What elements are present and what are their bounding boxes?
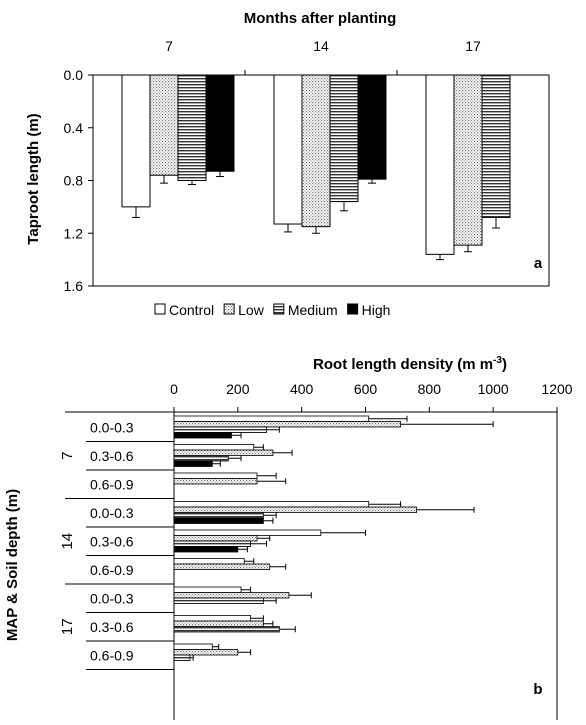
chart-b-ylabel: MAP & Soil depth (m) <box>4 489 21 641</box>
chart-a-bar <box>453 74 483 246</box>
chart-b-xtick-label: 1000 <box>478 381 509 397</box>
panel-a: Months after planting Taproot length (m)… <box>25 10 550 318</box>
chart-b-bar <box>173 540 251 547</box>
legend-label: Control <box>169 302 214 318</box>
chart-b-bar <box>173 478 258 485</box>
chart-b-group-label: 14 <box>59 533 76 550</box>
chart-a-panel-label: a <box>534 255 543 272</box>
chart-b-depth-label: 0.0-0.3 <box>90 505 134 521</box>
chart-b-bar <box>173 563 271 570</box>
chart-b-bar <box>173 546 239 553</box>
chart-a-bar <box>273 74 303 225</box>
chart-b-xtick-label: 200 <box>226 381 250 397</box>
chart-a-bar <box>425 74 455 255</box>
chart-a-ytick-label: 0.8 <box>64 173 84 189</box>
chart-b-bar <box>173 455 229 462</box>
chart-b-title: Root length density (m m-3) <box>313 355 507 373</box>
legend-swatch <box>223 303 235 315</box>
chart-a-ytick-label: 0.0 <box>64 67 84 83</box>
panel-b: Root length density (m m-3) MAP & Soil d… <box>4 355 573 720</box>
chart-b-bar <box>173 517 264 524</box>
chart-a-axes: 0.0 0.4 0.8 1.2 1.6 7 14 17 <box>64 38 481 294</box>
chart-b-bars <box>173 415 494 661</box>
chart-a-bars <box>121 74 511 261</box>
chart-b-bar <box>173 529 322 536</box>
legend-swatch <box>273 303 285 315</box>
chart-a-ylabel: Taproot length (m) <box>25 113 42 244</box>
chart-a-bar <box>481 74 511 218</box>
chart-b-bar <box>173 643 213 650</box>
chart-b-depth-label: 0.6-0.9 <box>90 562 134 578</box>
legend-swatch <box>154 303 166 315</box>
chart-b-bar <box>173 501 370 508</box>
chart-b-bar <box>173 535 258 542</box>
chart-a-bar <box>121 74 151 208</box>
chart-b-bar <box>173 472 258 479</box>
chart-b-axes: 0 200 400 600 800 1000 1200 7 0.0-0.3 0.3-0.6 0.6-… <box>59 381 573 720</box>
legend-swatch <box>347 303 359 315</box>
chart-b-bar <box>173 460 213 467</box>
chart-a-bar <box>301 74 331 228</box>
chart-a-legend: Control Low Medium High <box>154 302 391 318</box>
chart-b-bar <box>173 626 280 633</box>
chart-a-bar <box>149 74 179 176</box>
chart-b-bar <box>173 415 370 422</box>
chart-a-bar <box>205 74 235 172</box>
chart-b-bar <box>173 592 290 599</box>
chart-b-bar <box>173 597 264 604</box>
legend-label: High <box>362 302 391 318</box>
chart-b-group-label: 17 <box>59 618 76 635</box>
chart-a-ytick-label: 1.6 <box>64 278 84 294</box>
chart-b-panel-label: b <box>533 681 542 698</box>
chart-b-xtick-label: 0 <box>170 381 178 397</box>
chart-a-bar <box>357 74 387 180</box>
chart-b-bar <box>173 444 255 451</box>
chart-a-category-label: 7 <box>165 38 173 54</box>
chart-a-category-label: 17 <box>465 38 481 54</box>
chart-b-bar <box>173 449 274 456</box>
chart-b-group-label: 7 <box>59 452 76 460</box>
chart-b-bar <box>173 620 264 627</box>
chart-b-bar <box>173 432 232 439</box>
chart-b-depth-label: 0.3-0.6 <box>90 448 134 464</box>
chart-b-bar <box>173 426 267 433</box>
chart-b-bar <box>173 421 402 428</box>
chart-b-bar <box>173 615 251 622</box>
chart-b-bar <box>173 654 191 661</box>
chart-b-depth-label: 0.0-0.3 <box>90 419 134 435</box>
legend-label: Low <box>238 302 265 318</box>
chart-a-category-label: 14 <box>313 38 329 54</box>
chart-b-depth-label: 0.6-0.9 <box>90 647 134 663</box>
chart-b-depth-label: 0.0-0.3 <box>90 590 134 606</box>
chart-a-ytick-label: 0.4 <box>64 120 84 136</box>
chart-b-xtick-label: 1200 <box>541 381 572 397</box>
chart-a-bar <box>177 74 207 181</box>
chart-b-depth-label: 0.3-0.6 <box>90 619 134 635</box>
chart-b-bar <box>173 649 239 656</box>
chart-b-bar <box>173 512 264 519</box>
legend-label: Medium <box>288 302 338 318</box>
chart-a-title: Months after planting <box>244 10 397 27</box>
chart-b-depth-label: 0.6-0.9 <box>90 476 134 492</box>
chart-b-bar <box>173 558 245 565</box>
chart-b-bar <box>173 586 242 593</box>
chart-a-ytick-label: 1.2 <box>64 225 84 241</box>
chart-a-bar <box>329 74 359 203</box>
chart-b-xtick-label: 600 <box>354 381 378 397</box>
chart-b-xtick-label: 400 <box>290 381 314 397</box>
chart-b-depth-label: 0.3-0.6 <box>90 533 134 549</box>
chart-b-xtick-label: 800 <box>418 381 442 397</box>
chart-b-bar <box>173 506 417 513</box>
